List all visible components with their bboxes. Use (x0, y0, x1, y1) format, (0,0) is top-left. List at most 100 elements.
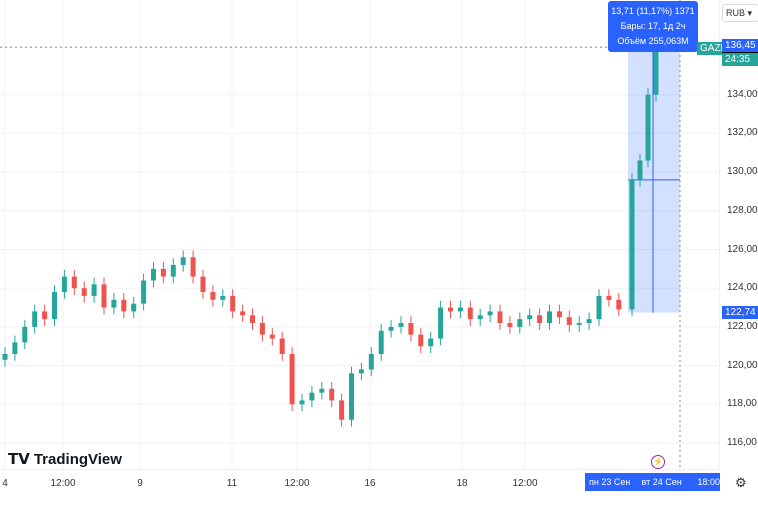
currency-select[interactable]: RUB ▾ (722, 4, 758, 22)
candle (269, 334, 275, 339)
candle (279, 338, 285, 354)
range-start-date: пн 23 Сен '2 (589, 477, 631, 505)
candle (358, 369, 364, 374)
candle (52, 292, 57, 320)
price-chart[interactable] (0, 0, 720, 470)
candle (121, 299, 127, 312)
settings-gear-icon[interactable]: ⚙ (735, 475, 747, 490)
candle (12, 342, 18, 354)
y-tick-label: 122,00 (727, 320, 758, 332)
y-tick-label: 130,00 (727, 166, 758, 178)
candle (368, 353, 374, 370)
candle (91, 284, 97, 296)
y-tick-label: 132,00 (727, 127, 758, 139)
candle (467, 307, 473, 320)
candle (101, 284, 107, 308)
currency-label: RUB (726, 8, 746, 18)
candle (428, 338, 434, 347)
range-low-label: 122,74 (722, 306, 758, 319)
candle (259, 323, 265, 335)
y-tick-label: 120,00 (727, 359, 758, 371)
candle (556, 311, 562, 318)
candle (477, 315, 483, 320)
candle (220, 295, 226, 300)
candle (616, 299, 622, 310)
candle (42, 311, 48, 320)
candle (388, 326, 394, 331)
x-tick-label: 12:00 (50, 478, 76, 489)
candle (408, 323, 414, 335)
symbol-tag: GAZP (697, 42, 731, 55)
time-range-labels: пн 23 Сен '2 вт 24 Сен '24 18:00 (585, 473, 720, 505)
candle (517, 319, 523, 327)
logo-text: TradingView (33, 450, 122, 468)
candle (160, 268, 166, 277)
y-tick-label: 126,00 (727, 243, 758, 255)
y-tick-label: 128,00 (727, 204, 758, 216)
x-tick-label: 16 (364, 478, 376, 489)
candle (151, 268, 156, 281)
candle (448, 307, 453, 312)
candle (547, 311, 552, 324)
range-end-time: 18:00 (697, 477, 720, 487)
candle (299, 400, 305, 405)
candle (32, 311, 38, 327)
candle (645, 94, 651, 161)
candle (309, 392, 315, 401)
candle (507, 323, 513, 327)
candle (111, 299, 117, 308)
candle (230, 295, 236, 312)
candle (170, 264, 176, 277)
candle (250, 315, 255, 324)
candle (586, 319, 592, 324)
measure-change: 13,71 (11,17%) 1371 (611, 6, 695, 16)
candle (329, 388, 335, 401)
candle (2, 353, 8, 360)
x-tick-label: 4 (2, 478, 8, 489)
candle (349, 373, 354, 420)
candle (71, 276, 77, 289)
candle (653, 47, 659, 95)
candle (190, 257, 196, 277)
candle (566, 317, 572, 325)
y-tick-label: 134,00 (727, 88, 758, 100)
candle (606, 295, 612, 300)
candle (141, 280, 147, 304)
tradingview-logo[interactable]: 𝗧𝗩 TradingView (8, 450, 122, 469)
x-tick-label: 18 (456, 478, 468, 489)
candle (487, 311, 493, 316)
x-tick-label: 12:00 (512, 478, 538, 489)
candle (576, 323, 582, 325)
range-end-date: вт 24 Сен '24 (641, 477, 682, 505)
candle (497, 311, 503, 324)
candle (131, 303, 137, 312)
candle (240, 311, 246, 316)
candle (418, 334, 424, 347)
candle (319, 388, 325, 393)
candle (339, 400, 345, 420)
candle (398, 323, 404, 327)
x-tick-label: 11 (226, 478, 238, 489)
measure-tooltip: 13,71 (11,17%) 1371 Бары: 17, 1д 2ч Объё… (608, 1, 698, 52)
candle (210, 292, 216, 300)
y-tick-label: 124,00 (727, 282, 758, 294)
candle (180, 257, 186, 265)
candle (289, 353, 295, 405)
y-tick-label: 118,00 (727, 398, 757, 410)
measure-volume: Объём 255,063M (617, 36, 689, 46)
tv-logo-icon: 𝗧𝗩 (8, 451, 30, 468)
x-tick-label: 9 (137, 478, 143, 489)
y-tick-label: 116,00 (727, 437, 757, 448)
candle (200, 276, 206, 293)
candle (637, 160, 643, 180)
lightning-event-icon[interactable]: ⚡ (651, 455, 665, 469)
candle (61, 276, 67, 293)
candle (378, 330, 384, 354)
last-price-label: 136,45 (722, 39, 758, 53)
measure-bars: Бары: 17, 1д 2ч (620, 21, 686, 31)
candle (596, 295, 602, 320)
candle (22, 326, 28, 343)
candle (457, 307, 463, 312)
candle (537, 315, 543, 324)
x-tick-label: 12:00 (284, 478, 310, 489)
